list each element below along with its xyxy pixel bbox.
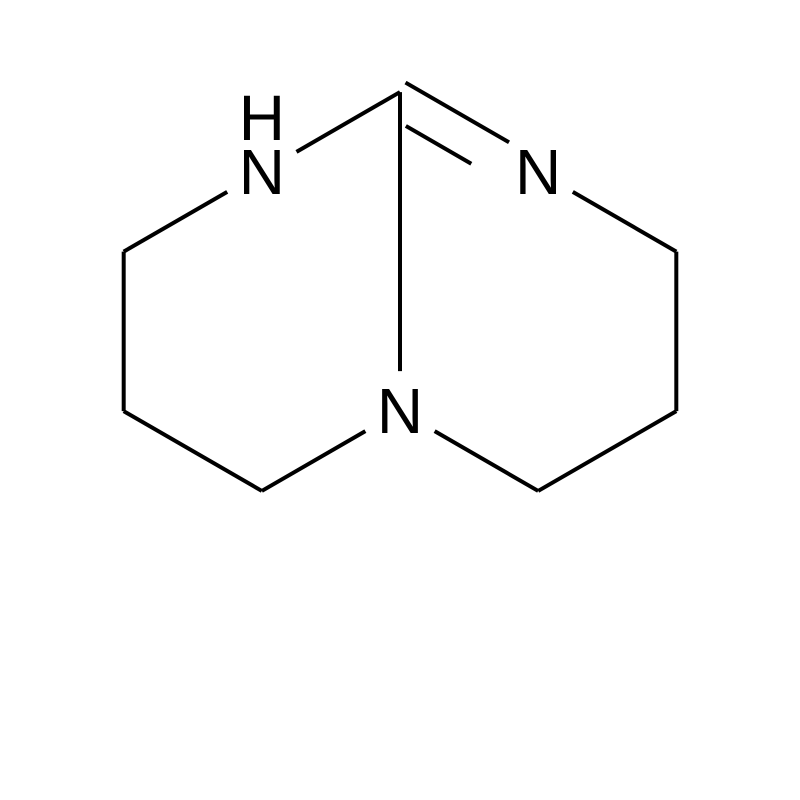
atom-label: N	[515, 136, 561, 208]
bond	[406, 126, 471, 164]
bond	[435, 431, 539, 491]
molecule-diagram: NHNN	[0, 0, 800, 800]
bond	[538, 411, 676, 491]
bond	[124, 411, 262, 491]
bond	[262, 431, 366, 491]
atom-label: N	[377, 375, 423, 447]
bond	[124, 192, 228, 252]
atom-h-label: H	[239, 82, 285, 154]
bond	[296, 92, 400, 152]
bond	[573, 192, 677, 252]
